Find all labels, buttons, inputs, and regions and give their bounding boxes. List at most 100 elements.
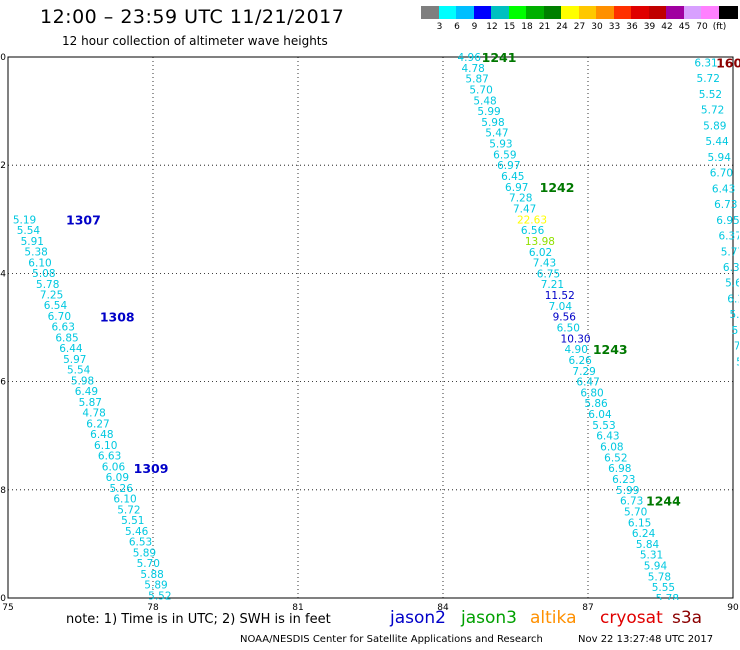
y-tick-label: -2	[0, 161, 6, 171]
wave-height-value: 5.54	[17, 225, 41, 237]
scale-swatch	[473, 6, 493, 19]
altimeter-tracks: 5.195.545.915.386.105.085.787.256.546.70…	[13, 52, 740, 605]
satellite-legend-entry: cryosat	[600, 608, 663, 628]
scale-label: 33	[608, 22, 621, 32]
y-tick-label: -6	[0, 378, 6, 388]
satellite-legend-entry: jason2	[390, 608, 446, 628]
x-tick-label: 75	[2, 603, 13, 610]
scale-swatch	[718, 6, 738, 19]
wave-height-value: 6.63	[98, 451, 121, 463]
wave-height-value: 5.53	[592, 420, 615, 432]
scale-swatch	[648, 6, 668, 19]
x-tick-label: 87	[582, 603, 593, 610]
wave-height-value: 6.56	[521, 225, 545, 237]
wave-height-value: 6.53	[129, 537, 152, 549]
scale-swatch	[596, 6, 615, 19]
wave-height-value: 5.88	[140, 569, 163, 581]
scale-label: 42	[661, 22, 673, 32]
scale-label: 30	[591, 22, 603, 32]
wave-height-value: 6.54	[44, 300, 68, 312]
wave-height-value: 6.39	[723, 262, 740, 274]
satellite-legend-entry: jason3	[461, 608, 517, 628]
scale-swatch	[578, 6, 598, 19]
wave-height-value: 6.10	[113, 494, 136, 506]
wave-height-value: 6.43	[712, 183, 735, 195]
scale-swatch	[508, 6, 528, 19]
scale-label: 24	[556, 22, 568, 32]
map-title: 12:00 – 23:59 UTC 11/21/2017	[40, 6, 345, 28]
wave-height-value: 6.47	[576, 377, 599, 389]
pass-labels: 1307 1308 1309 1241 1242 1243 1244 1605	[66, 50, 740, 509]
wave-height-value: 5.78	[648, 571, 671, 583]
satellite-legend-entry: s3a	[672, 608, 703, 628]
wave-height-value: 6.27	[86, 418, 109, 430]
wave-height-value: 11.52	[545, 290, 575, 302]
wave-height-value: 6.63	[52, 322, 75, 334]
wave-height-value: 5.98	[481, 117, 504, 129]
wave-height-value: 5.44	[705, 136, 729, 148]
scale-label: 9	[471, 22, 478, 32]
x-tick-label: 78	[147, 603, 159, 610]
wave-height-value: 6.52	[604, 452, 627, 464]
wave-height-value: 6.97	[505, 182, 528, 194]
wave-height-value: 5.70	[469, 84, 492, 96]
wave-height-value: 6.23	[612, 474, 635, 486]
wave-height-value: 6.75	[537, 268, 560, 280]
wave-height-value: 6.15	[628, 517, 651, 529]
wave-height-value: 6.43	[596, 431, 619, 443]
wave-height-value: 5.78	[36, 279, 59, 291]
pass-number-label: 1605	[716, 55, 740, 70]
pass-number-label: 1244	[646, 494, 681, 509]
wave-height-value: 5.77	[721, 246, 740, 258]
scale-label: 6	[454, 22, 460, 32]
wave-height-value: 5.72	[697, 73, 720, 85]
wave-height-value: 5.89	[133, 547, 156, 559]
wave-height-value: 6.70	[710, 168, 733, 180]
x-tick-label: 84	[437, 603, 449, 610]
wave-height-value: 6.73	[714, 199, 737, 211]
satellite-legend-entry: altika	[530, 608, 577, 628]
scale-swatch	[438, 6, 458, 19]
wave-height-value: 7.28	[509, 193, 532, 205]
pass-number-label: 1308	[100, 310, 135, 325]
wave-height-value: 6.95	[716, 215, 739, 227]
wave-height-value: 5.45	[736, 356, 740, 368]
wave-height-map: 0-2-4-6-8-10757881848790 5.195.545.915.3…	[0, 50, 740, 610]
wave-height-value: 5.78	[656, 593, 679, 605]
scale-label: 15	[503, 22, 516, 32]
wave-height-value: 5.46	[125, 526, 149, 538]
wave-height-value: 5.94	[708, 152, 732, 164]
wave-height-value: 5.84	[732, 325, 740, 337]
wave-height-value: 6.18	[727, 293, 740, 305]
plot-frame	[7, 56, 734, 599]
wave-height-value: 5.70	[137, 558, 160, 570]
scale-label: 70	[696, 22, 708, 32]
wave-height-value: 6.97	[497, 160, 520, 172]
scale-label: 12	[486, 22, 498, 32]
wave-height-value: 5.87	[465, 74, 488, 86]
wave-height-value: 5.19	[13, 214, 36, 226]
wave-height-value: 6.48	[90, 429, 113, 441]
wave-height-value: 6.04	[588, 409, 612, 421]
axis-ticks: 0 -2 -4 -6 -8 -1075 78 81 84 87 90	[0, 53, 739, 610]
scale-swatch	[666, 6, 685, 19]
scale-swatch	[491, 6, 510, 19]
wave-height-value: 5.08	[32, 268, 55, 280]
wave-height-value: 6.37	[719, 231, 740, 243]
wave-height-value: 5.47	[485, 128, 508, 140]
wave-height-value: 6.98	[608, 463, 631, 475]
y-tick-label: 0	[0, 53, 6, 63]
wave-height-value: 6.09	[106, 472, 129, 484]
scale-label: 18	[521, 22, 533, 32]
wave-height-value: 6.06	[102, 461, 126, 473]
wave-height-value: 5.72	[701, 105, 724, 117]
wave-height-value: 6.10	[94, 440, 117, 452]
wave-height-value: 13.98	[525, 236, 555, 248]
wave-height-value: 5.89	[703, 120, 726, 132]
wave-height-value: 4.90	[565, 344, 588, 356]
x-tick-label: 81	[292, 603, 303, 610]
scale-label: 3	[436, 22, 443, 32]
scale-swatch	[456, 6, 475, 19]
scale-label: 21	[538, 22, 551, 32]
wave-height-value: 7.47	[513, 203, 536, 215]
